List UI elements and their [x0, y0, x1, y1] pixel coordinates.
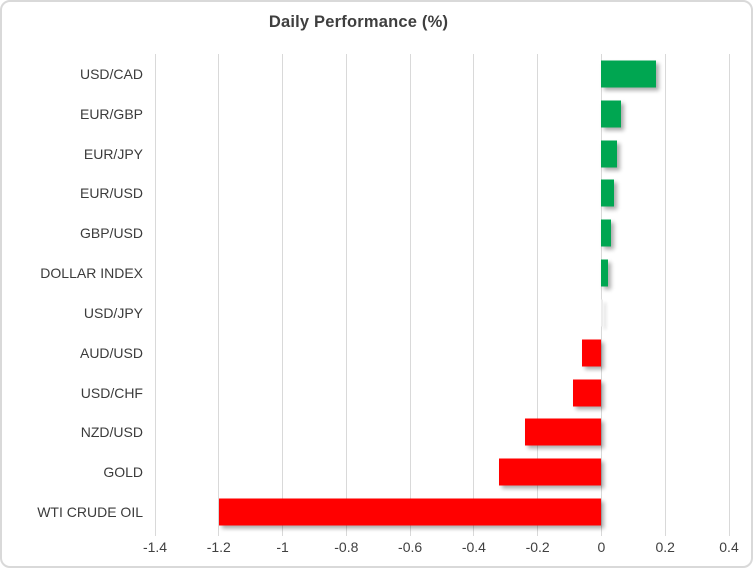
tick-label: -0.6 — [398, 539, 423, 555]
category-label: GBP/USD — [79, 225, 143, 242]
bar — [601, 179, 615, 207]
category-label: EUR/GBP — [79, 105, 143, 122]
category-label: EUR/USD — [79, 185, 143, 202]
category-label: WTI CRUDE OIL — [37, 504, 143, 521]
bar — [601, 60, 656, 88]
bar-row — [155, 94, 729, 134]
bar-row — [155, 174, 729, 214]
bar-row — [155, 134, 729, 174]
gridline — [154, 54, 156, 536]
gridline — [218, 54, 220, 536]
bar — [218, 498, 602, 526]
bar-rows — [155, 54, 729, 532]
bar — [582, 339, 602, 367]
category-labels: USD/CAD EUR/GBP EUR/JPY EUR/USD GBP/USD DOLLA… — [2, 54, 143, 532]
bar-row — [155, 373, 729, 413]
bar — [601, 140, 618, 168]
tick-label: -0.4 — [461, 539, 486, 555]
tick-label: -0.8 — [334, 539, 359, 555]
chart-title: Daily Performance (%) — [268, 13, 449, 31]
category-label: GOLD — [103, 464, 143, 481]
bar-row — [155, 492, 729, 532]
gridline — [473, 54, 475, 536]
tick-label: -1 — [276, 539, 289, 555]
category-label: USD/CHF — [80, 384, 143, 401]
tick-label: 0.4 — [719, 539, 739, 555]
bar — [601, 219, 611, 247]
gridline — [664, 54, 666, 536]
category-label: NZD/USD — [80, 424, 143, 441]
bar-row — [155, 452, 729, 492]
tick-label: 0 — [597, 539, 606, 555]
category-label: DOLLAR INDEX — [40, 265, 143, 282]
bar — [601, 299, 604, 327]
gridline — [537, 54, 539, 536]
gridline — [282, 54, 284, 536]
gridline — [600, 54, 602, 536]
gridline — [728, 54, 730, 536]
bar — [499, 458, 602, 486]
category-label: AUD/USD — [79, 344, 143, 361]
bar-row — [155, 333, 729, 373]
plot-area — [154, 54, 730, 536]
category-label: EUR/JPY — [83, 145, 143, 162]
category-label: USD/CAD — [79, 65, 143, 82]
bar-row — [155, 253, 729, 293]
tick-label: 0.2 — [655, 539, 675, 555]
bar-row — [155, 413, 729, 453]
tick-label: -1.2 — [206, 539, 231, 555]
gridline — [409, 54, 411, 536]
bar — [601, 100, 621, 128]
bar — [601, 259, 608, 287]
tick-label: -1.4 — [142, 539, 168, 555]
bar-row — [155, 213, 729, 253]
bar-row — [155, 54, 729, 94]
x-axis-ticks: -1.4 -1.2 -1 -0.8 -0.6 -0.4 -0.2 0 0.2 0.4 — [2, 539, 751, 559]
bar-row — [155, 293, 729, 333]
gridline — [345, 54, 347, 536]
bar — [524, 418, 602, 446]
category-label: USD/JPY — [83, 304, 143, 321]
tick-label: -0.2 — [525, 539, 550, 555]
bar — [572, 379, 602, 407]
